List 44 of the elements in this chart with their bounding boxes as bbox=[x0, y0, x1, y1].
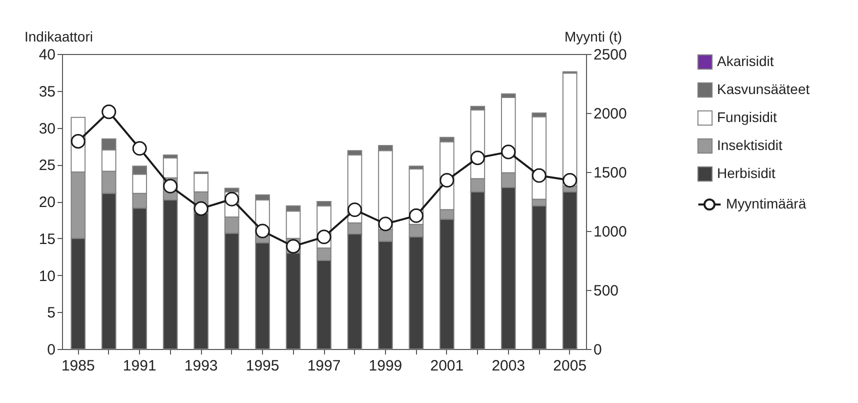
y-tick-label: 10 bbox=[38, 268, 56, 285]
y2-tick-label: 1500 bbox=[594, 164, 627, 182]
x-tick-label: 1993 bbox=[184, 358, 218, 374]
x-tick-label: 1985 bbox=[61, 358, 95, 374]
point bbox=[470, 150, 485, 166]
x-tick-label: 2005 bbox=[553, 358, 587, 374]
y2-tick-label: 500 bbox=[594, 282, 619, 300]
y-tick-label: 35 bbox=[38, 83, 56, 100]
legend-label: Insektisidit bbox=[717, 137, 782, 153]
y-tick-label: 0 bbox=[47, 342, 56, 358]
y-tick-label: 20 bbox=[38, 194, 56, 211]
point bbox=[255, 224, 270, 238]
point bbox=[347, 202, 362, 218]
legend-label: Kasvunsääteet bbox=[717, 81, 810, 97]
legend-label: Akarisidit bbox=[717, 53, 774, 69]
x-tick-label: 1991 bbox=[122, 358, 156, 374]
y-tick-label: 40 bbox=[38, 46, 56, 64]
x-tick-label: 2003 bbox=[492, 358, 526, 374]
y2-tick-label: 2000 bbox=[594, 106, 627, 122]
point bbox=[440, 173, 454, 188]
y2-tick-label: 2500 bbox=[594, 46, 627, 64]
point bbox=[378, 216, 393, 232]
y-axis-title: Indikaattori bbox=[24, 28, 93, 44]
point bbox=[132, 141, 147, 156]
y-tick-label: 15 bbox=[38, 230, 56, 248]
x-tick-label: 2001 bbox=[430, 358, 464, 374]
y2-tick-label: 0 bbox=[594, 342, 602, 358]
legend-label: Myyntimäärä bbox=[726, 196, 806, 212]
point bbox=[501, 144, 516, 160]
point bbox=[194, 201, 208, 216]
point bbox=[532, 168, 546, 183]
point bbox=[316, 230, 332, 244]
y-tick-label: 30 bbox=[38, 120, 56, 138]
y2-axis-title: Myynti (t) bbox=[564, 28, 622, 44]
x-tick-label: 1997 bbox=[307, 358, 341, 374]
x-tick-label: 1995 bbox=[246, 358, 280, 374]
legend-label: Herbisidit bbox=[717, 165, 776, 181]
legend-label: Fungisidit bbox=[717, 109, 778, 125]
x-tick-label: 1999 bbox=[368, 358, 402, 374]
point bbox=[102, 104, 116, 120]
y-tick-label: 25 bbox=[38, 157, 56, 174]
y-tick-label: 5 bbox=[47, 304, 56, 322]
point bbox=[408, 208, 424, 223]
y2-tick-label: 1000 bbox=[594, 224, 627, 240]
